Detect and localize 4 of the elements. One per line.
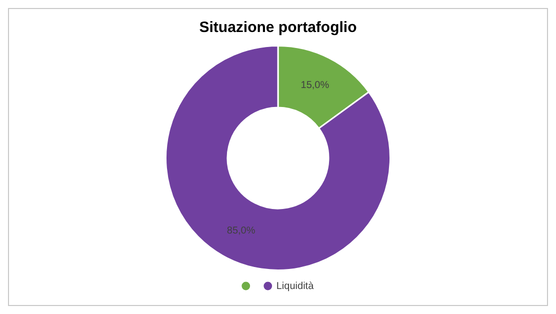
chart-title: Situazione portafoglio: [199, 19, 357, 36]
legend-label: Liquidità: [276, 280, 314, 292]
data-label: 85,0%: [226, 225, 256, 236]
data-label: 15,0%: [300, 80, 330, 92]
